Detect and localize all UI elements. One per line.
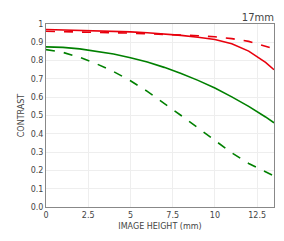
svg-text:0.6: 0.6: [31, 93, 44, 102]
svg-text:CONTRAST: CONTRAST: [17, 94, 26, 138]
svg-text:10: 10: [210, 211, 220, 220]
svg-text:0.4: 0.4: [31, 130, 44, 139]
svg-text:17mm: 17mm: [242, 12, 274, 23]
svg-text:1: 1: [38, 20, 43, 29]
svg-text:0.7: 0.7: [31, 75, 44, 84]
svg-text:12.5: 12.5: [248, 211, 266, 220]
svg-text:0.0: 0.0: [31, 203, 44, 212]
svg-text:IMAGE HEIGHT (mm): IMAGE HEIGHT (mm): [118, 222, 201, 231]
svg-text:0.8: 0.8: [31, 56, 44, 65]
svg-text:0: 0: [43, 211, 48, 220]
svg-text:0.1: 0.1: [31, 185, 44, 194]
svg-text:2.5: 2.5: [82, 211, 95, 220]
svg-text:5: 5: [128, 211, 133, 220]
svg-text:7.5: 7.5: [166, 211, 179, 220]
svg-text:0.3: 0.3: [31, 148, 44, 157]
svg-text:0.2: 0.2: [31, 166, 44, 175]
svg-text:0.9: 0.9: [31, 38, 44, 47]
svg-text:0.5: 0.5: [31, 111, 44, 120]
